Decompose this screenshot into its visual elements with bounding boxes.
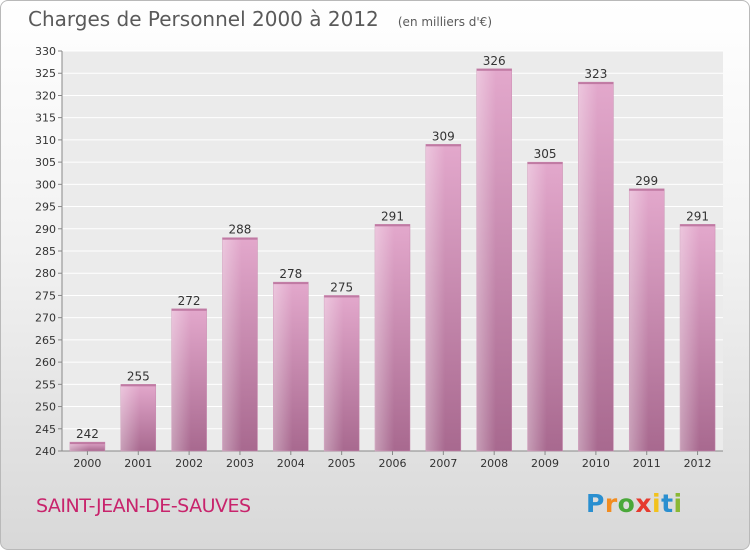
y-tick-label: 245 bbox=[35, 423, 56, 436]
y-tick-label: 250 bbox=[35, 401, 56, 414]
data-label: 326 bbox=[483, 54, 506, 68]
x-tick-label: 2002 bbox=[175, 457, 203, 470]
commune-name: SAINT-JEAN-DE-SAUVES bbox=[36, 495, 251, 517]
x-tick-label: 2004 bbox=[277, 457, 305, 470]
data-label: 323 bbox=[584, 67, 607, 81]
bar-top-edge bbox=[578, 82, 614, 85]
data-label: 278 bbox=[279, 267, 302, 281]
y-tick-label: 240 bbox=[35, 445, 56, 458]
bar-highlight bbox=[629, 188, 649, 451]
y-tick-label: 310 bbox=[35, 134, 56, 147]
x-tick-label: 2005 bbox=[328, 457, 356, 470]
y-tick-label: 300 bbox=[35, 178, 56, 191]
x-tick-label: 2000 bbox=[73, 457, 101, 470]
chart-title-block: Charges de Personnel 2000 à 2012 (en mil… bbox=[28, 7, 492, 31]
bar-highlight bbox=[273, 282, 293, 451]
bar-highlight bbox=[527, 162, 547, 451]
bar-top-edge bbox=[629, 188, 665, 191]
logo-letter: r bbox=[604, 489, 618, 518]
data-label: 309 bbox=[432, 129, 455, 143]
bar-top-edge bbox=[527, 162, 563, 165]
y-tick-label: 295 bbox=[35, 201, 56, 214]
y-tick-label: 265 bbox=[35, 334, 56, 347]
y-tick-label: 285 bbox=[35, 245, 56, 258]
bar-highlight bbox=[476, 68, 496, 452]
bar-top-edge bbox=[425, 144, 461, 147]
y-tick-label: 305 bbox=[35, 156, 56, 169]
x-tick-label: 2003 bbox=[226, 457, 254, 470]
y-tick-label: 320 bbox=[35, 89, 56, 102]
y-tick-label: 290 bbox=[35, 223, 56, 236]
data-label: 272 bbox=[178, 294, 201, 308]
bar-highlight bbox=[69, 442, 90, 451]
bar-highlight bbox=[578, 82, 598, 451]
chart-title: Charges de Personnel 2000 à 2012 bbox=[28, 7, 379, 31]
y-tick-label: 255 bbox=[35, 378, 56, 391]
logo-letter: x bbox=[635, 489, 652, 518]
x-tick-label: 2012 bbox=[684, 457, 712, 470]
x-tick-label: 2010 bbox=[582, 457, 610, 470]
y-tick-label: 315 bbox=[35, 112, 56, 125]
x-tick-label: 2011 bbox=[633, 457, 661, 470]
data-label: 291 bbox=[686, 209, 709, 223]
bar-top-edge bbox=[273, 282, 309, 285]
bar-highlight bbox=[425, 144, 446, 452]
logo-letter: t bbox=[661, 489, 674, 518]
proxiti-logo: Proxiti bbox=[586, 489, 683, 518]
bar-highlight bbox=[680, 224, 700, 451]
bar-top-edge bbox=[69, 442, 105, 445]
bar-top-edge bbox=[171, 308, 207, 311]
x-tick-label: 2007 bbox=[429, 457, 457, 470]
data-label: 275 bbox=[330, 280, 353, 294]
y-tick-label: 270 bbox=[35, 312, 56, 325]
x-tick-label: 2008 bbox=[480, 457, 508, 470]
bar-top-edge bbox=[476, 68, 512, 71]
data-label: 305 bbox=[534, 147, 557, 161]
data-label: 255 bbox=[127, 369, 150, 383]
bar-highlight bbox=[324, 295, 344, 451]
bar-highlight bbox=[120, 384, 141, 451]
bar-top-edge bbox=[120, 384, 156, 387]
logo-letter: P bbox=[586, 489, 605, 518]
data-label: 291 bbox=[381, 209, 404, 223]
y-tick-label: 325 bbox=[35, 67, 56, 80]
bar-top-edge bbox=[680, 224, 716, 227]
logo-letter: i bbox=[673, 489, 683, 518]
bar-top-edge bbox=[324, 295, 360, 298]
y-tick-label: 280 bbox=[35, 267, 56, 280]
data-label: 299 bbox=[635, 174, 658, 188]
bar-highlight bbox=[375, 224, 395, 451]
logo-letter: i bbox=[652, 489, 662, 518]
chart-subtitle: (en milliers d'€) bbox=[397, 15, 492, 29]
y-tick-label: 275 bbox=[35, 289, 56, 302]
bar-top-edge bbox=[375, 224, 410, 227]
y-tick-label: 330 bbox=[35, 45, 56, 58]
y-tick-label: 260 bbox=[35, 356, 56, 369]
x-tick-label: 2006 bbox=[379, 457, 407, 470]
data-label: 242 bbox=[76, 427, 99, 441]
bar-highlight bbox=[222, 237, 242, 451]
logo-letter: o bbox=[617, 489, 636, 518]
x-tick-label: 2001 bbox=[124, 457, 152, 470]
bar-highlight bbox=[171, 308, 191, 451]
x-tick-label: 2009 bbox=[531, 457, 559, 470]
bar-top-edge bbox=[222, 237, 258, 240]
data-label: 288 bbox=[229, 223, 252, 237]
